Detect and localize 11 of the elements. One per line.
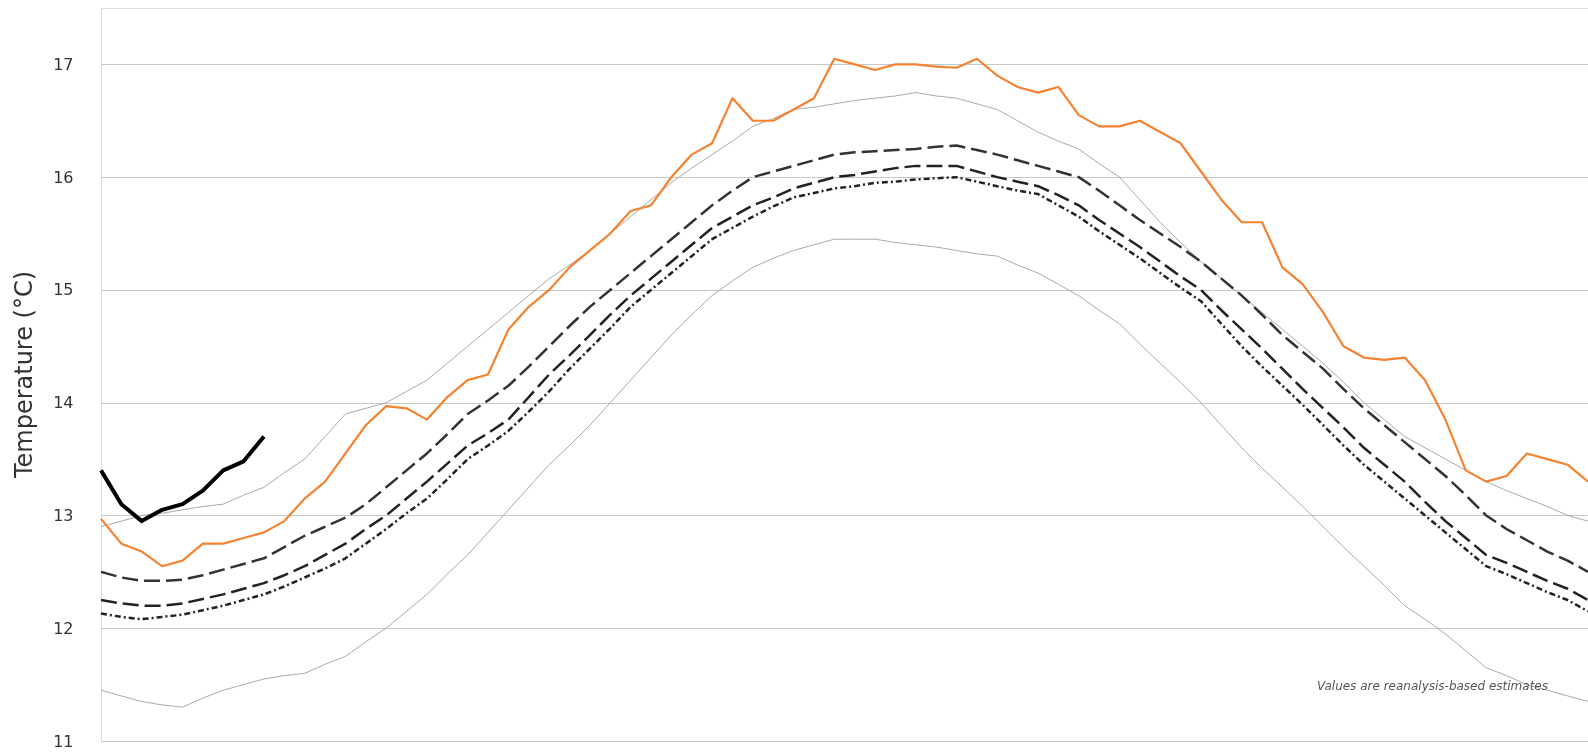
y-axis-title: Temperature (°C) [10, 270, 38, 480]
y-tick-label: 17 [53, 54, 74, 74]
line-series [100, 238, 1588, 708]
line-series [99, 434, 266, 524]
y-tick-label: 13 [53, 505, 74, 525]
y-tick-label: 11 [53, 731, 74, 751]
y-tick-label: 12 [53, 618, 74, 638]
y-tick-label: 14 [53, 393, 74, 413]
annotation: Values are reanalysis-based estimates [1317, 679, 1548, 693]
y-tick-label: 15 [53, 280, 74, 300]
y-tick-label: 16 [53, 167, 74, 187]
